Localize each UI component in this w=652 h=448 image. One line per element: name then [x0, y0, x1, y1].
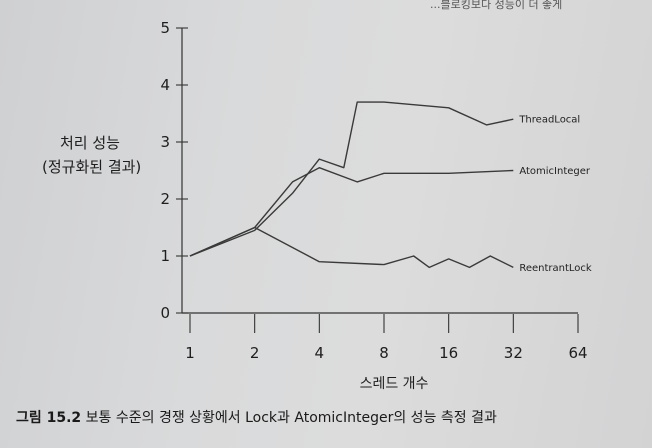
figure-caption: 그림 15.2 보통 수준의 경쟁 상황에서 Lock과 AtomicInteg… [16, 407, 497, 427]
y-axis-label-line-1: 처리 성능 [60, 134, 120, 152]
y-axis-label-line-2: (정규화된 결과) [42, 158, 141, 176]
x-tick-label-64: 64 [568, 344, 587, 362]
x-tick-label-4: 4 [315, 344, 325, 362]
ticks: 0 1 2 3 4 5 1 2 4 8 16 32 64 [160, 19, 587, 362]
x-tick-label-16: 16 [439, 344, 458, 362]
series-label-threadlocal: ThreadLocal [518, 115, 580, 126]
series-line-reentrantlock [189, 226, 514, 269]
series-line-atomicinteger [189, 167, 514, 257]
y-tick-label-0: 0 [160, 304, 170, 322]
x-tick-label-8: 8 [379, 344, 389, 362]
y-tick-label-3: 3 [160, 133, 170, 151]
labels: ThreadLocal AtomicInteger ReentrantLock 처리 … [42, 115, 592, 392]
x-tick-label-2: 2 [250, 344, 260, 362]
y-tick-label-2: 2 [160, 190, 170, 208]
series-line-threadlocal [189, 101, 514, 257]
caption-number: 그림 15.2 [16, 410, 82, 426]
axes [181, 28, 578, 314]
series-label-atomicinteger: AtomicInteger [519, 166, 591, 177]
y-tick-label-4: 4 [160, 76, 170, 94]
x-axis-label: 스레드 개수 [360, 376, 429, 392]
top-page-fragment: ...블로킹보다 성능이 더 좋게 [430, 0, 563, 11]
x-tick-label-1: 1 [185, 344, 195, 362]
series-label-reentrantlock: ReentrantLock [519, 263, 592, 274]
y-tick-label-5: 5 [160, 19, 170, 37]
caption-text: 보통 수준의 경쟁 상황에서 Lock과 AtomicInteger의 성능 측… [85, 410, 497, 426]
x-tick-label-32: 32 [504, 344, 523, 362]
series-lines [189, 101, 514, 269]
y-tick-label-1: 1 [160, 247, 170, 265]
line-chart-svg: 0 1 2 3 4 5 1 2 4 8 16 32 64 ThreadLocal AtomicIntege… [42, 19, 592, 392]
